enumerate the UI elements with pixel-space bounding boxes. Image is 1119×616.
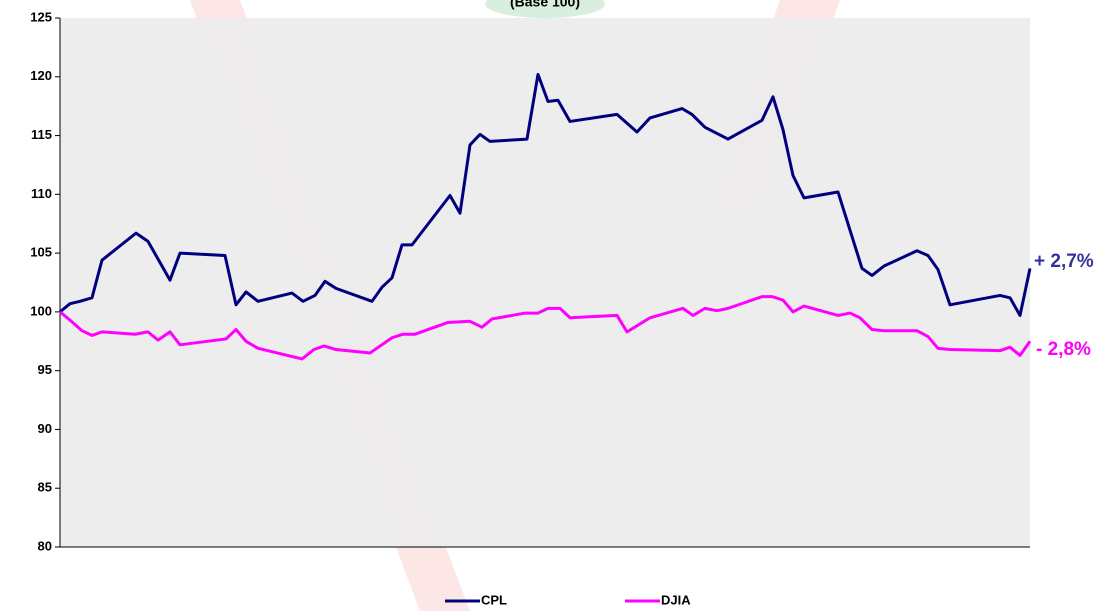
y-tick-label: 80 [38, 538, 52, 553]
y-tick-label: 115 [31, 127, 52, 142]
legend-label: CPL [481, 592, 507, 607]
chart-title: (Base 100) [510, 0, 580, 10]
y-tick-label: 125 [30, 9, 52, 24]
y-tick-label: 120 [30, 68, 52, 83]
y-tick-label: 110 [31, 186, 52, 201]
series-line [59, 72, 1032, 317]
annotation: - 2,8% [1036, 339, 1091, 360]
y-tick-label: 100 [30, 303, 52, 318]
legend-label: DJIA [661, 592, 691, 607]
series-line [59, 295, 1032, 361]
y-tick-label: 95 [38, 362, 52, 377]
plot-area [60, 18, 1030, 547]
title-badge [485, 0, 605, 18]
y-tick-label: 105 [30, 245, 52, 260]
annotation: + 2,7% [1034, 251, 1094, 272]
y-tick-label: 85 [38, 480, 52, 495]
y-tick-label: 90 [38, 421, 52, 436]
